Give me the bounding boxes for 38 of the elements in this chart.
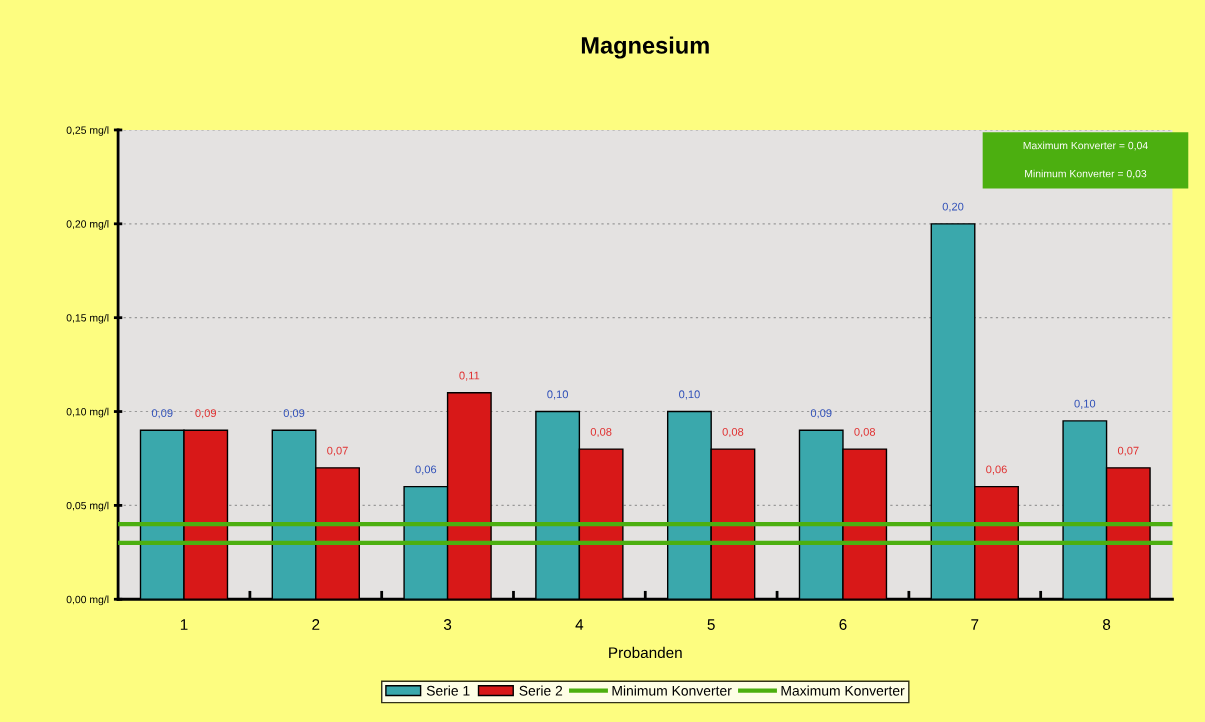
y-tick-label: 0,05 mg/l <box>66 501 109 512</box>
x-tick-label: 2 <box>312 619 320 630</box>
data-label: 0,09 <box>151 409 173 419</box>
data-label: 0,08 <box>854 427 876 438</box>
data-label: 0,07 <box>327 446 348 456</box>
y-tick-label: 0,20 mg/l <box>66 220 109 230</box>
chart-title: Magnesium <box>581 36 709 59</box>
y-tick-label: 0,00 mg/l <box>66 595 109 606</box>
x-tick-label: 6 <box>839 619 847 630</box>
data-label: 0,20 <box>942 202 964 212</box>
legend-label: Minimum Konverter <box>612 685 732 696</box>
data-label: 0,10 <box>679 390 700 400</box>
legend-label: Serie 1 <box>426 685 470 696</box>
data-label: 0,09 <box>195 409 217 419</box>
data-label: 0,09 <box>283 409 305 419</box>
y-tick-label: 0,10 mg/l <box>66 407 109 418</box>
data-label: 0,07 <box>1117 446 1139 456</box>
y-tick-label: 0,25 mg/l <box>66 126 109 136</box>
data-label: 0,06 <box>986 465 1007 475</box>
data-label: 0,08 <box>722 427 744 438</box>
x-tick-label: 8 <box>1102 619 1111 630</box>
data-label: 0,08 <box>590 427 612 438</box>
data-label: 0,11 <box>459 371 480 381</box>
legend-label: Serie 2 <box>519 685 563 696</box>
annotation: Maximum Konverter = 0,04 <box>1023 141 1148 151</box>
legend-label: Maximum Konverter <box>781 685 905 696</box>
annotation: Minimum Konverter = 0,03 <box>1025 169 1147 179</box>
x-axis-title: Probanden <box>609 646 682 659</box>
x-tick-label: 7 <box>971 619 979 630</box>
data-label: 0,10 <box>1074 399 1096 409</box>
x-tick-label: 3 <box>443 619 452 630</box>
data-label: 0,10 <box>547 390 569 400</box>
data-label: 0,09 <box>810 409 832 419</box>
x-tick-label: 4 <box>575 619 584 630</box>
x-tick-label: 5 <box>707 619 715 630</box>
x-tick-label: 1 <box>180 619 188 630</box>
y-tick-label: 0,15 mg/l <box>66 313 109 324</box>
data-label: 0,06 <box>415 465 437 475</box>
